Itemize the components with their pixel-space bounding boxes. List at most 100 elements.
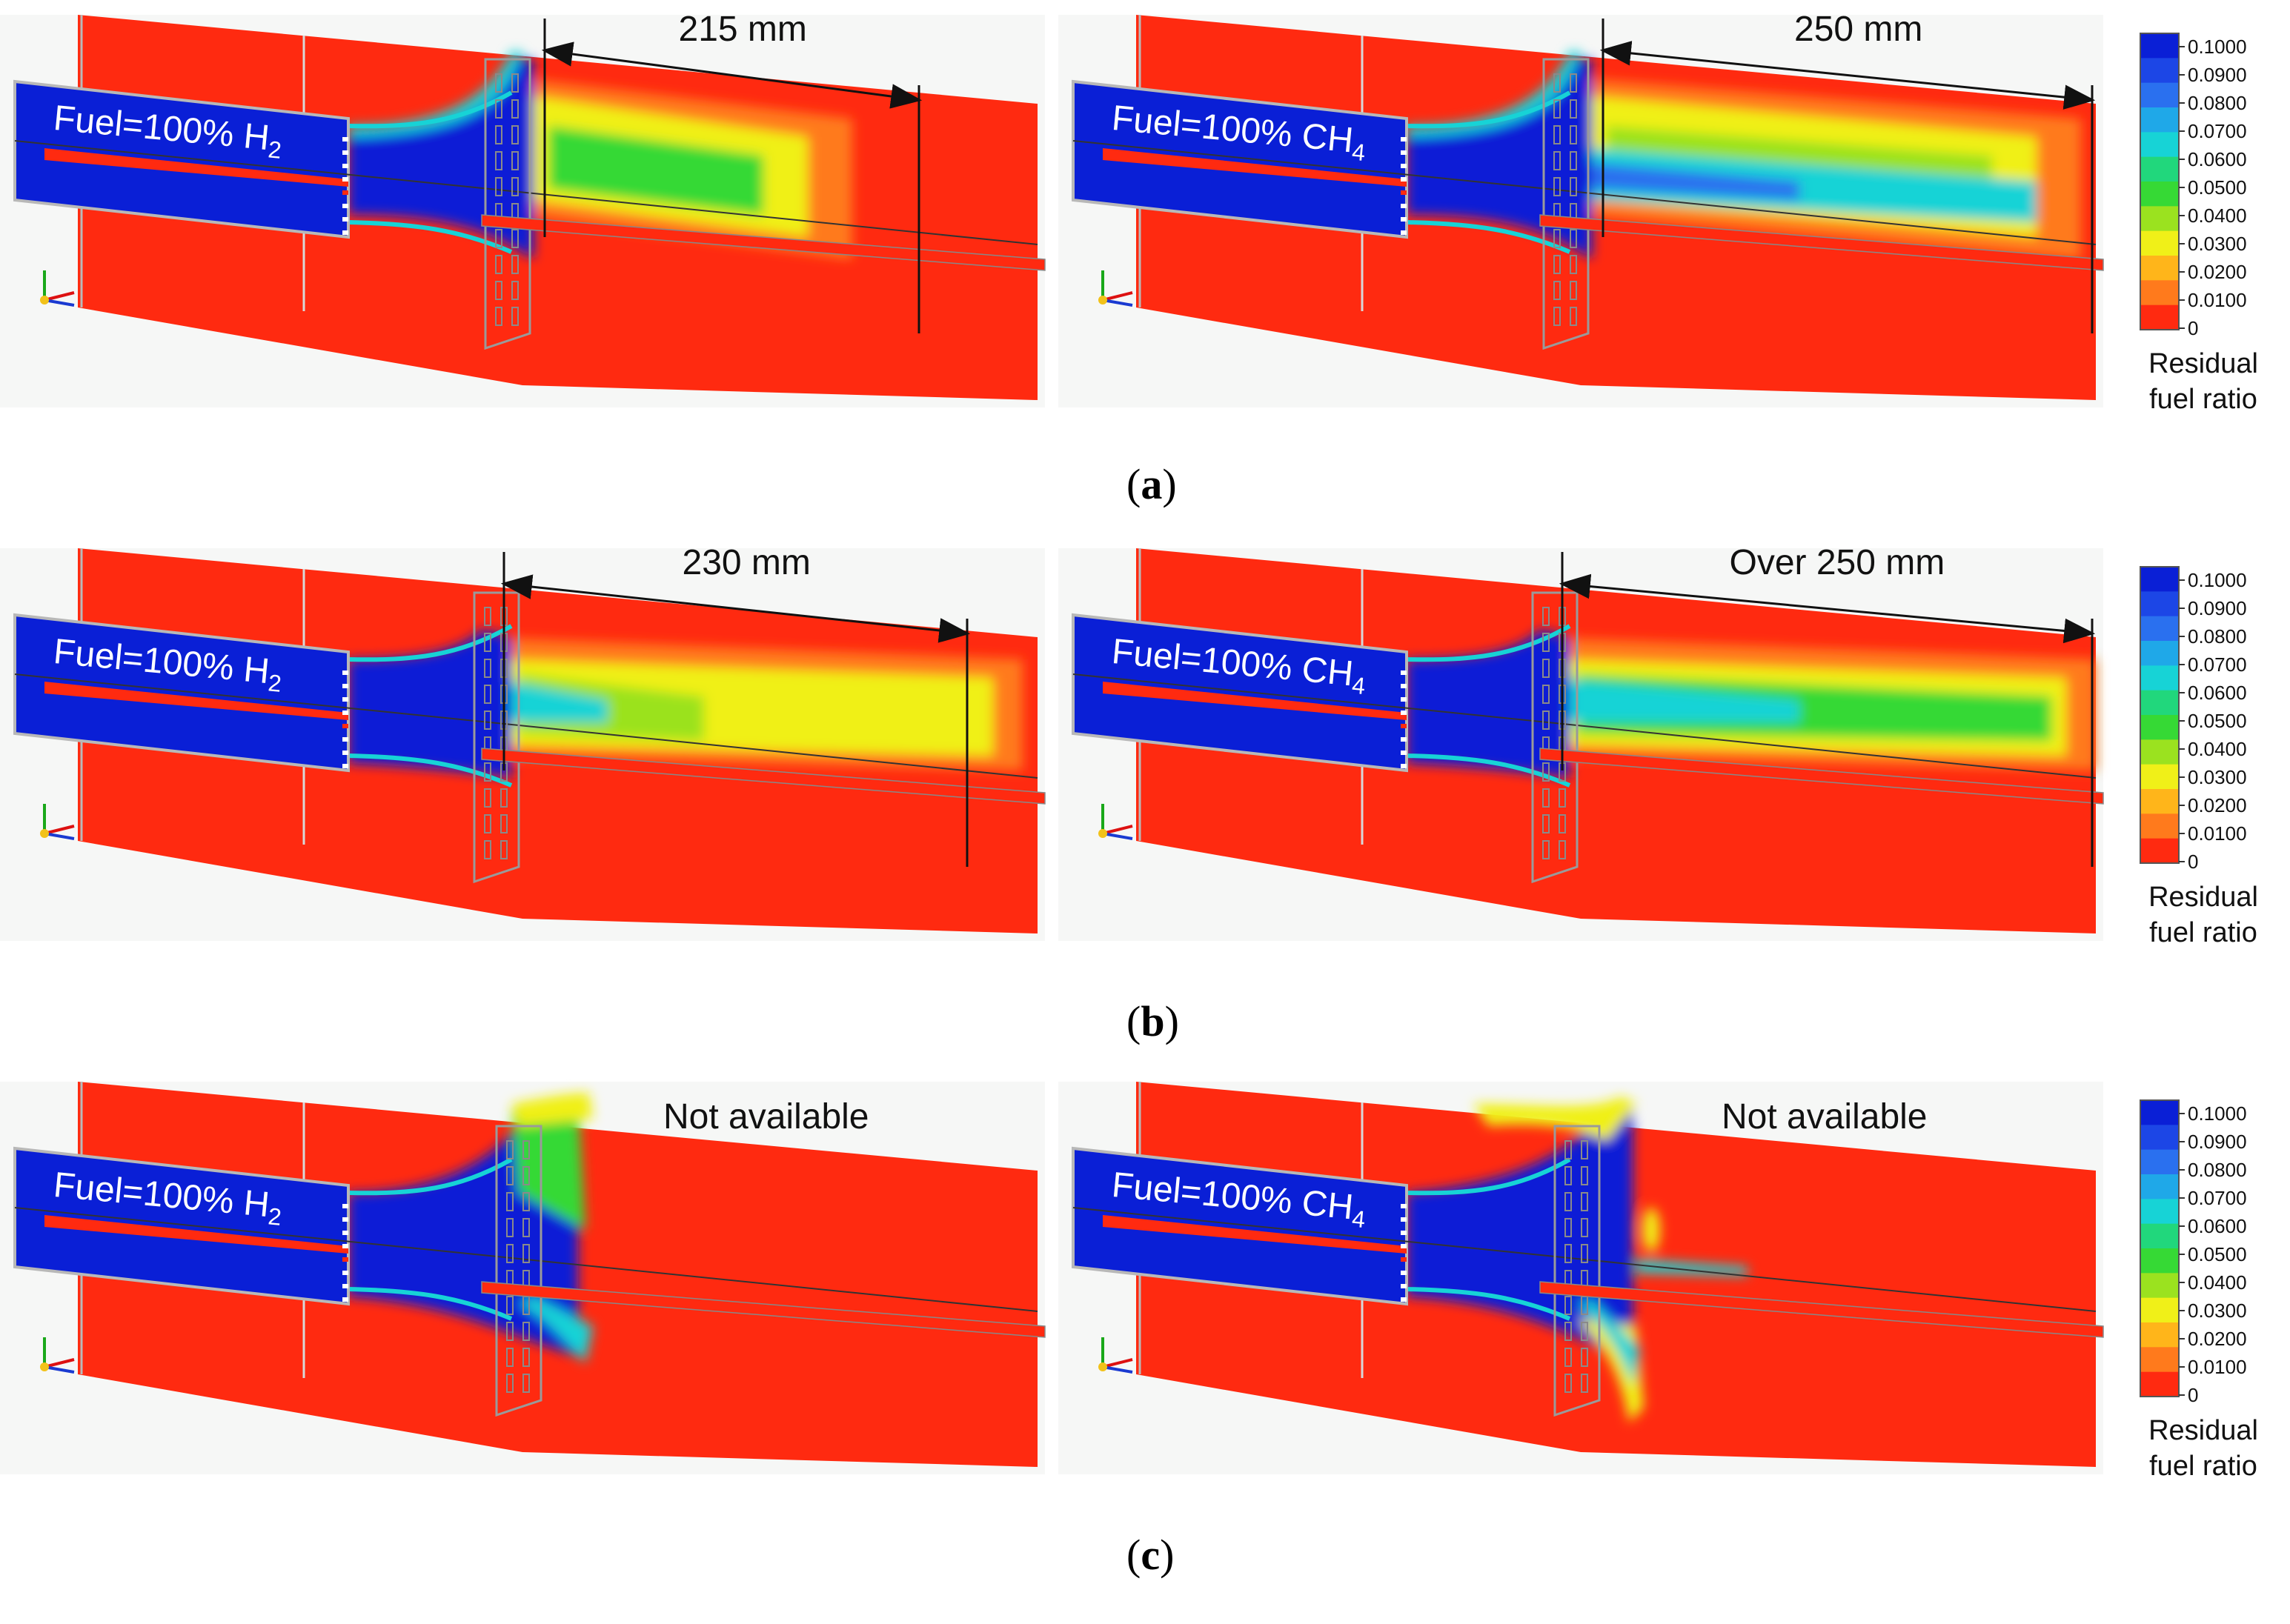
colorbar-tick-label: 0 <box>2188 1384 2199 1406</box>
centerline <box>1072 140 2097 245</box>
mixer-slot <box>500 814 508 833</box>
axis-x-line <box>1102 291 1133 302</box>
mixer-slot <box>484 840 491 859</box>
colorbar-tick-label: 0 <box>2188 317 2199 339</box>
colorbar-segment <box>2140 789 2179 815</box>
axis-x-line <box>44 825 75 835</box>
injector-hole <box>342 1217 348 1222</box>
colorbar-segment <box>2140 739 2179 765</box>
mixer-slot <box>522 1140 530 1159</box>
axis-z-line <box>44 832 75 840</box>
colorbar-segment <box>2140 1347 2179 1373</box>
dimension-arrow <box>500 574 971 643</box>
horizontal-plane <box>1539 748 2104 805</box>
fuel-plume <box>1407 630 2096 778</box>
colorbar-tick-label: 0.0700 <box>2188 1187 2247 1209</box>
colorbar-segment <box>2140 1100 2179 1126</box>
mixer-slot <box>506 1348 514 1367</box>
mixer-slot <box>1564 1322 1572 1341</box>
colorbar-tick-label: 0.0800 <box>2188 92 2247 114</box>
injector-hole <box>1401 190 1407 195</box>
colorbar-tick-label: 0.0800 <box>2188 1159 2247 1181</box>
mixer-slot <box>495 177 502 196</box>
mixer-slot <box>1542 840 1550 859</box>
scene-b-h2 <box>0 548 1046 941</box>
colorbar-segment <box>2140 182 2179 207</box>
injector-hole <box>1401 1217 1407 1222</box>
horizontal-plane <box>481 214 1046 271</box>
colorbar-tick-label: 0.0300 <box>2188 766 2247 788</box>
colorbar-segment <box>2140 591 2179 617</box>
dimension-arrow <box>1599 41 2096 110</box>
mixer-slot <box>522 1348 530 1367</box>
colorbar-segment <box>2140 58 2179 84</box>
axis-origin <box>40 296 49 304</box>
injector-hole <box>342 204 348 208</box>
colorbar-tick-label: 0.0100 <box>2188 822 2247 845</box>
injector-hole <box>342 1284 348 1288</box>
fuel-plume <box>1407 1096 1748 1422</box>
colorbar-segment <box>2140 33 2179 59</box>
colorbar-tick-label: 0.0400 <box>2188 204 2247 227</box>
mixer-slot <box>506 1322 514 1341</box>
mixer-slot <box>1570 151 1577 170</box>
colorbar-tick-label: 0.0500 <box>2188 1243 2247 1265</box>
mixer-slot <box>506 1296 514 1315</box>
mixer-slot <box>1570 307 1577 326</box>
colorbar-segment <box>2140 156 2179 182</box>
colorbar-tick-label: 0.0300 <box>2188 233 2247 255</box>
panel-caption: (b) <box>1126 997 1179 1045</box>
mixer-slot <box>484 814 491 833</box>
colorbar-title-line2: fuel ratio <box>2149 1451 2257 1482</box>
mixer-slot <box>495 99 502 119</box>
colorbar-tick-label: 0.0400 <box>2188 1271 2247 1294</box>
colorbar-segment <box>2140 616 2179 642</box>
jet-boundary-lower <box>348 220 513 254</box>
inlet-duct <box>1072 613 1408 773</box>
fuel-species: CH <box>1300 650 1355 694</box>
inlet-midplane <box>1103 682 1407 720</box>
axis-x-line <box>1102 825 1133 835</box>
injector-hole <box>342 1204 348 1208</box>
mixer-slot <box>1564 1192 1572 1211</box>
colorbar-segment <box>2140 82 2179 108</box>
centerline <box>14 673 1038 779</box>
jet-boundary-upper <box>348 90 513 129</box>
colorbar-segment <box>2140 1273 2179 1299</box>
injector-hole <box>1401 697 1407 702</box>
fuel-species-subscript: 4 <box>1350 138 1367 167</box>
distance-label: Over 250 mm <box>1729 543 1945 582</box>
scene-c-h2 <box>0 1082 1046 1474</box>
colorbar-segment <box>2140 813 2179 839</box>
not-available-label: Not available <box>663 1097 869 1137</box>
inlet-duct <box>13 613 350 773</box>
inlet-midplane <box>1103 1215 1407 1254</box>
colorbar-tick-label: 0.0100 <box>2188 289 2247 311</box>
fuel-species-subscript: 2 <box>267 669 283 697</box>
colorbar-tick-label: 0.1000 <box>2188 36 2247 58</box>
distance-label: 250 mm <box>1794 10 1923 49</box>
injector-hole <box>1401 1297 1407 1302</box>
inlet-midplane <box>44 148 348 187</box>
distance-label: 230 mm <box>682 543 811 582</box>
mixer-slot <box>1559 814 1566 833</box>
axis-origin <box>40 1362 49 1371</box>
injector-hole <box>342 737 348 742</box>
mixer-slot <box>511 151 519 170</box>
fuel-species: H <box>242 116 271 159</box>
injector-hole <box>1401 150 1407 155</box>
mixer-frame <box>484 58 531 350</box>
fuel-species: H <box>242 650 271 692</box>
mixer-slot <box>1581 1218 1588 1237</box>
colorbar-tick-label: 0.0900 <box>2188 597 2247 619</box>
colorbar-tick-label: 0.0200 <box>2188 794 2247 816</box>
mixer-slot <box>511 307 519 326</box>
colorbar-segment <box>2140 107 2179 133</box>
mixer-slot <box>1570 229 1577 248</box>
colorbar-frame <box>2140 566 2180 864</box>
injector-hole <box>342 230 348 235</box>
injector-hole <box>1401 764 1407 768</box>
mixer-slot <box>1564 1166 1572 1185</box>
colorbar-tick-label: 0.0400 <box>2188 738 2247 760</box>
